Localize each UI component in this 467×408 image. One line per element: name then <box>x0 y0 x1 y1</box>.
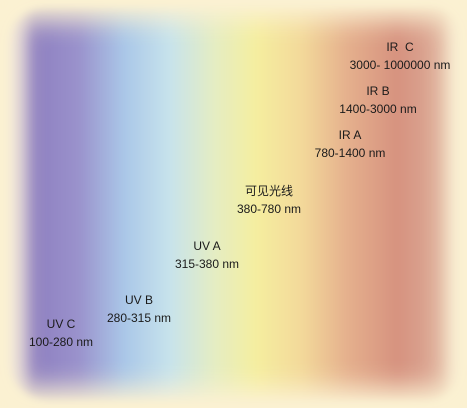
spectrum-gradient <box>6 6 461 402</box>
band-name: UV A <box>193 239 221 253</box>
band-ira-label: IR A 780-1400 nm <box>300 126 400 162</box>
band-range: 280-315 nm <box>106 311 172 325</box>
band-range: 100-280 nm <box>28 335 94 349</box>
band-uva-label: UV A 315-380 nm <box>160 237 254 273</box>
band-range: 380-780 nm <box>236 202 302 216</box>
band-irb-label: IR B 1400-3000 nm <box>325 82 431 118</box>
band-uvb-label: UV B 280-315 nm <box>92 291 186 327</box>
band-name: 可见光线 <box>244 184 293 198</box>
band-uvc-label: UV C 100-280 nm <box>14 315 108 351</box>
band-range: 780-1400 nm <box>314 146 386 160</box>
band-name: IR B <box>366 84 390 98</box>
band-irc-label: IR C 3000- 1000000 nm <box>338 38 462 74</box>
band-range: 3000- 1000000 nm <box>349 58 451 72</box>
band-visible-label: 可见光线 380-780 nm <box>222 182 316 218</box>
band-range: 1400-3000 nm <box>339 102 417 116</box>
band-range: 315-380 nm <box>174 257 240 271</box>
band-name: IR A <box>338 128 362 142</box>
band-name: UV C <box>46 317 76 331</box>
band-name: IR C <box>386 40 414 54</box>
band-name: UV B <box>124 293 153 307</box>
